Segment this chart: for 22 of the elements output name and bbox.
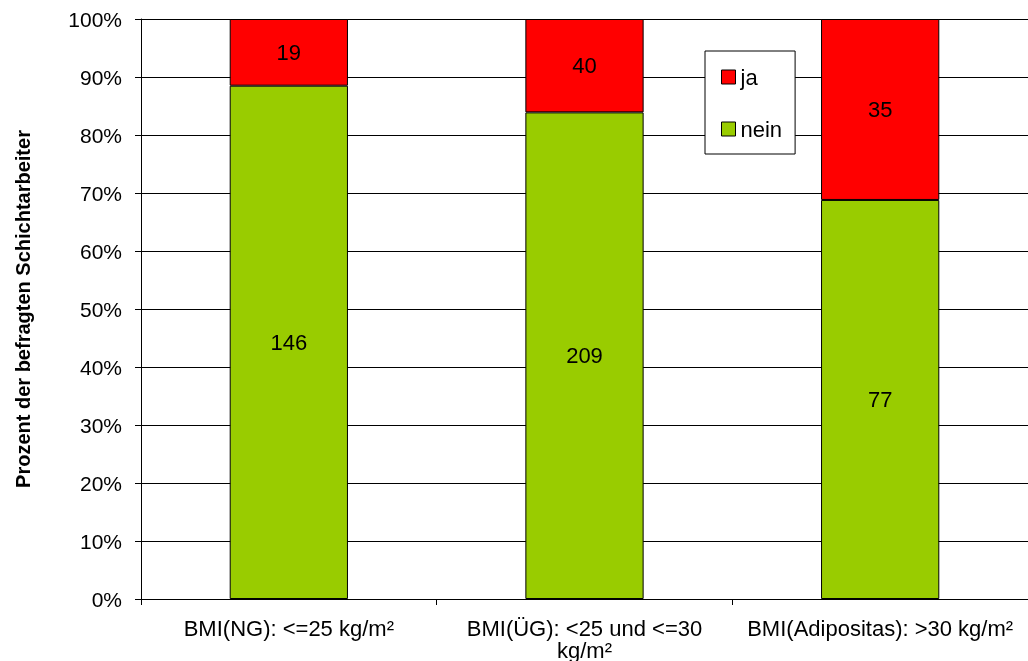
x-tick-label: BMI(Adipositas): >30 kg/m² (747, 615, 1014, 641)
annotation: 35 (867, 96, 893, 122)
y-axis-title: Prozent der befragten Schichtarbeiter (12, 129, 34, 488)
y-tick-label: 10% (79, 529, 122, 553)
legend-label: nein (740, 116, 783, 142)
legend-label: ja (739, 64, 759, 90)
x-tick-label: BMI(NG): <=25 kg/m² (183, 615, 394, 641)
y-tick-label: 100% (68, 7, 122, 31)
y-tick-label: 80% (79, 123, 122, 147)
annotation: 40 (572, 53, 597, 79)
y-tick-label: 70% (79, 181, 122, 205)
annotation: 146 (270, 329, 308, 355)
annotation: 77 (867, 386, 893, 412)
y-tick-label: 40% (79, 355, 122, 379)
annotation: 209 (566, 343, 603, 369)
y-tick-label: 60% (79, 239, 122, 263)
annotation: 19 (276, 39, 302, 65)
y-tick-label: 0% (91, 587, 122, 611)
y-tick-label: 90% (79, 65, 122, 89)
y-tick-label: 50% (79, 297, 122, 321)
y-tick-label: 30% (79, 413, 122, 437)
y-tick-label: 20% (79, 471, 122, 495)
